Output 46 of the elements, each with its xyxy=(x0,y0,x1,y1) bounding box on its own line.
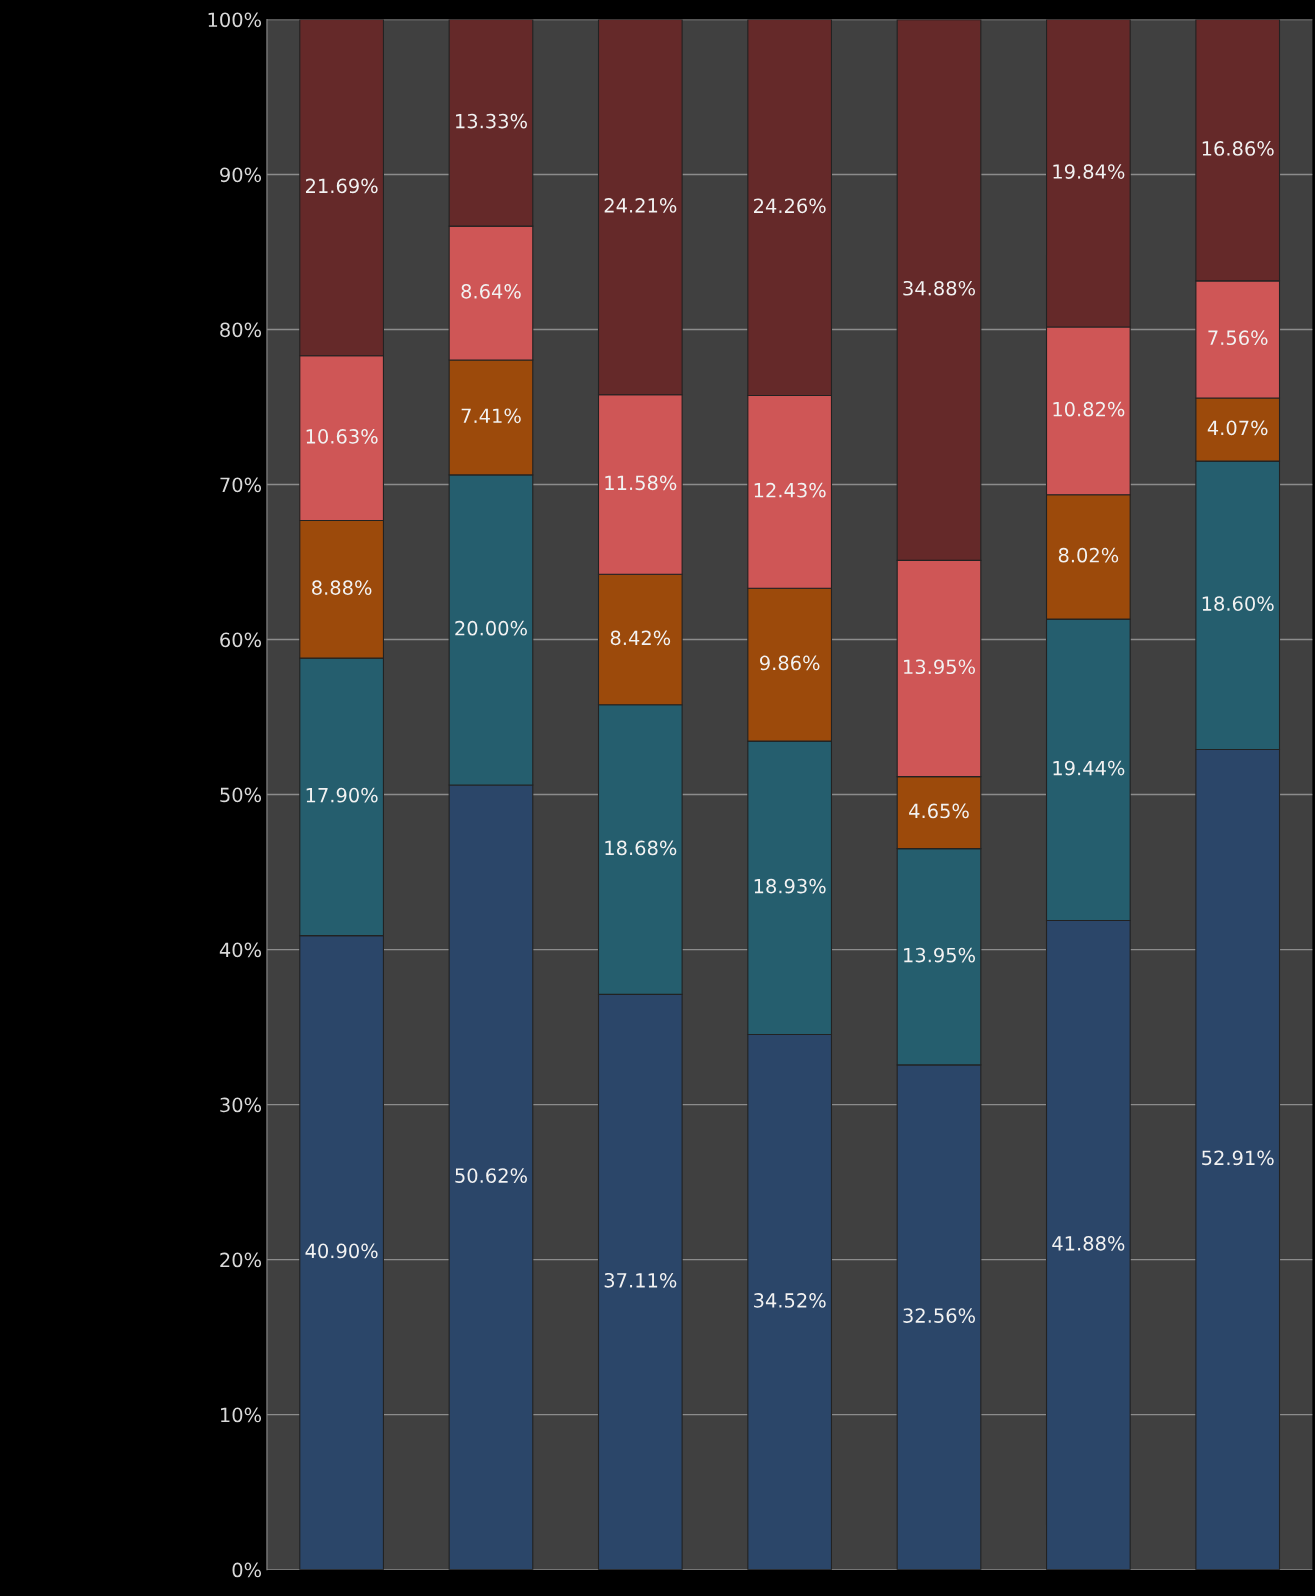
data-label: 13.33% xyxy=(456,113,527,129)
data-label: 8.42% xyxy=(610,630,671,646)
y-tick-label: 30% xyxy=(220,1097,262,1113)
data-label: 50.62% xyxy=(455,1168,527,1183)
data-label: 34.88% xyxy=(903,280,975,296)
data-label: 24.26% xyxy=(754,198,826,214)
data-label: 18.60% xyxy=(1202,596,1274,611)
data-label: 4.65% xyxy=(909,803,969,819)
data-label: 21.69% xyxy=(305,178,378,194)
data-label: 19.44% xyxy=(1053,760,1125,776)
y-tick-label: 0% xyxy=(232,1562,262,1578)
y-tick-label: 80% xyxy=(220,322,262,338)
y-tick-label: 50% xyxy=(220,787,262,803)
data-label: 16.86% xyxy=(1202,141,1274,156)
data-label: 8.88% xyxy=(312,580,372,595)
data-label: 20.00% xyxy=(455,620,527,636)
y-tick-label: 10% xyxy=(221,1407,262,1423)
data-label: 10.63% xyxy=(306,429,378,444)
y-tick-label: 60% xyxy=(220,632,262,648)
data-label: 17.90% xyxy=(306,787,378,803)
data-label: 40.90% xyxy=(305,1243,378,1259)
data-label: 7.41% xyxy=(461,408,521,424)
data-label: 18.68% xyxy=(605,840,677,856)
data-label: 52.91% xyxy=(1202,1150,1274,1166)
y-tick-label: 40% xyxy=(219,942,262,958)
y-tick-label: 70% xyxy=(220,477,262,493)
data-label: 32.56% xyxy=(903,1308,975,1323)
data-label: 18.93% xyxy=(754,878,826,894)
data-label: 4.07% xyxy=(1207,420,1268,436)
data-label: 41.88% xyxy=(1052,1235,1125,1251)
data-label: 10.82% xyxy=(1053,401,1125,417)
data-label: 13.95% xyxy=(904,659,975,675)
data-label: 34.52% xyxy=(754,1293,826,1308)
data-label: 37.11% xyxy=(604,1272,677,1288)
data-label: 8.02% xyxy=(1058,547,1119,563)
data-label: 13.95% xyxy=(904,947,975,963)
data-label: 11.58% xyxy=(605,475,677,491)
y-tick-label: 100% xyxy=(208,12,262,28)
y-tick-label: 90% xyxy=(220,167,262,183)
data-label: 8.64% xyxy=(461,284,521,299)
data-label: 12.43% xyxy=(754,482,826,498)
data-label: 9.86% xyxy=(760,655,820,671)
y-tick-label: 20% xyxy=(220,1252,262,1268)
data-label: 19.84% xyxy=(1053,164,1125,179)
data-label: 24.21% xyxy=(604,198,677,213)
data-label: 7.56% xyxy=(1208,330,1268,346)
